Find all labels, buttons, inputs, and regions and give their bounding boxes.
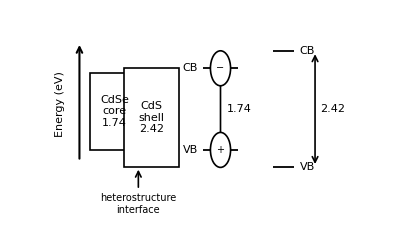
Text: Energy (eV): Energy (eV): [55, 71, 65, 137]
Text: VB: VB: [183, 145, 198, 155]
Bar: [124, 68, 180, 167]
Text: heterostructure
interface: heterostructure interface: [100, 193, 176, 215]
Ellipse shape: [210, 132, 230, 167]
Ellipse shape: [210, 51, 230, 86]
Text: −: −: [216, 63, 224, 73]
Text: CdS
shell
2.42: CdS shell 2.42: [138, 101, 164, 134]
Text: 2.42: 2.42: [320, 104, 345, 114]
Text: +: +: [216, 145, 224, 155]
Text: CB: CB: [300, 46, 315, 56]
Text: CB: CB: [183, 63, 198, 73]
Bar: [90, 73, 138, 150]
Text: CdSe
core
1.74: CdSe core 1.74: [100, 95, 129, 128]
Text: 1.74: 1.74: [227, 104, 252, 114]
Text: VB: VB: [300, 162, 315, 172]
